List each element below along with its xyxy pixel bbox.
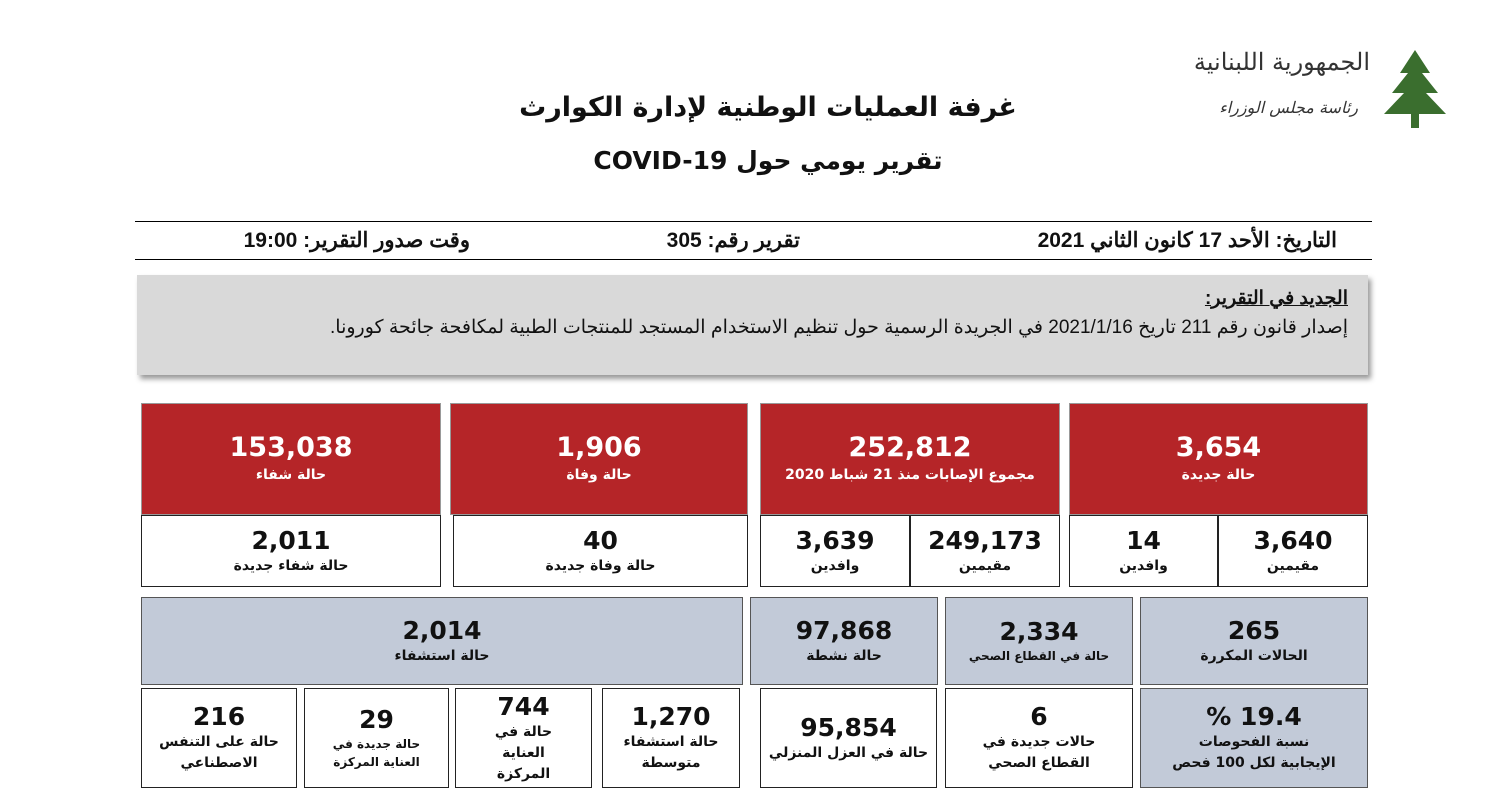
health-sector-card: 2,334 حالة في القطاع الصحي — [945, 597, 1133, 685]
government-logo: الجمهورية اللبنانية رئاسة مجلس الوزراء — [1190, 48, 1450, 138]
new-cases-card: 3,654 حالة جديدة — [1069, 403, 1368, 515]
repeated-cases-card: 265 الحالات المكررة — [1140, 597, 1368, 685]
report-subtitle: تقرير يومي حول COVID-19 — [593, 146, 943, 175]
deaths-label: حالة وفاة — [566, 466, 632, 483]
total-cases-value: 252,812 — [848, 432, 972, 464]
logo-line1: الجمهورية اللبنانية — [1193, 48, 1370, 76]
home-isolation-card: 95,854 حالة في العزل المنزلي — [760, 688, 937, 788]
ventilator-label: حالة على التنفس الاصطناعي — [159, 734, 279, 771]
divider — [135, 259, 1372, 260]
total-arrivals-card: 3,639 وافدين — [760, 515, 910, 587]
total-arrivals-value: 3,639 — [795, 525, 875, 555]
icu-card: 744 حالة في العناية المركزة — [455, 688, 592, 788]
new-arrivals-value: 14 — [1126, 525, 1161, 555]
new-icu-card: 29 حالة جديدة في العناية المركزة — [304, 688, 449, 788]
moderate-value: 1,270 — [631, 702, 711, 731]
new-arrivals-card: 14 وافدين — [1069, 515, 1218, 587]
health-sector-value: 2,334 — [999, 617, 1079, 646]
repeated-value: 265 — [1227, 615, 1281, 645]
logo-line2: رئاسة مجلس الوزراء — [1219, 98, 1358, 117]
positivity-value: 19.4 % — [1206, 702, 1302, 731]
new-recovered-value: 2,011 — [251, 525, 331, 555]
news-text: إصدار قانون رقم 211 تاريخ 2021/1/16 في ا… — [330, 317, 1348, 338]
ventilator-card: 216 حالة على التنفس الاصطناعي — [141, 688, 297, 788]
news-box: الجديد في التقرير: إصدار قانون رقم 211 ت… — [137, 275, 1368, 375]
divider — [135, 221, 1372, 222]
new-icu-value: 29 — [359, 705, 394, 734]
new-recovered-card: 2,011 حالة شفاء جديدة — [141, 515, 441, 587]
new-deaths-label: حالة وفاة جديدة — [545, 557, 656, 574]
new-cases-value: 3,654 — [1175, 432, 1262, 464]
new-residents-value: 3,640 — [1253, 525, 1333, 555]
home-isolation-value: 95,854 — [800, 712, 897, 742]
report-time: وقت صدور التقرير: 19:00 — [243, 229, 470, 252]
new-residents-card: 3,640 مقيمين — [1218, 515, 1368, 587]
new-residents-label: مقيمين — [1266, 557, 1320, 574]
positivity-card: 19.4 % نسبة الفحوصات الإيجابية لكل 100 ف… — [1140, 688, 1368, 788]
health-sector-label: حالة في القطاع الصحي — [968, 649, 1110, 663]
active-label: حالة نشطة — [806, 647, 882, 664]
positivity-label: نسبة الفحوصات الإيجابية لكل 100 فحص — [1172, 734, 1336, 771]
new-deaths-value: 40 — [583, 525, 618, 555]
new-cases-label: حالة جديدة — [1181, 466, 1256, 483]
hospitalized-label: حالة استشفاء — [394, 647, 490, 664]
home-isolation-label: حالة في العزل المنزلي — [768, 744, 929, 761]
new-health-sector-label: حالات جديدة في القطاع الصحي — [982, 734, 1096, 771]
new-health-sector-value: 6 — [1030, 702, 1048, 731]
total-cases-label: مجموع الإصابات منذ 21 شباط 2020 — [785, 466, 1035, 483]
recovered-card: 153,038 حالة شفاء — [141, 403, 441, 515]
moderate-card: 1,270 حالة استشفاء متوسطة — [602, 688, 740, 788]
cedar-tree-icon — [1384, 50, 1446, 128]
hospitalized-value: 2,014 — [402, 615, 482, 645]
deaths-card: 1,906 حالة وفاة — [450, 403, 748, 515]
total-residents-label: مقيمين — [958, 557, 1012, 574]
total-residents-card: 249,173 مقيمين — [910, 515, 1060, 587]
new-icu-label: حالة جديدة في العناية المركزة — [332, 737, 421, 769]
news-heading: الجديد في التقرير: — [1204, 288, 1348, 309]
deaths-value: 1,906 — [556, 432, 642, 464]
report-number: تقرير رقم: 305 — [666, 229, 800, 252]
active-cases-card: 97,868 حالة نشطة — [750, 597, 938, 685]
new-deaths-card: 40 حالة وفاة جديدة — [453, 515, 748, 587]
ventilator-value: 216 — [192, 702, 246, 731]
new-health-sector-card: 6 حالات جديدة في القطاع الصحي — [945, 688, 1133, 788]
report-date: التاريخ: الأحد 17 كانون الثاني 2021 — [1037, 229, 1337, 252]
recovered-value: 153,038 — [229, 432, 353, 464]
new-recovered-label: حالة شفاء جديدة — [233, 557, 349, 574]
icu-value: 744 — [497, 691, 550, 721]
total-cases-card: 252,812 مجموع الإصابات منذ 21 شباط 2020 — [760, 403, 1060, 515]
repeated-label: الحالات المكررة — [1200, 647, 1308, 664]
active-value: 97,868 — [795, 615, 893, 645]
total-residents-value: 249,173 — [928, 525, 1042, 555]
hospitalized-card: 2,014 حالة استشفاء — [141, 597, 743, 685]
recovered-label: حالة شفاء — [255, 466, 327, 483]
total-arrivals-label: وافدين — [810, 557, 860, 574]
moderate-label: حالة استشفاء متوسطة — [623, 734, 719, 771]
report-title: غرفة العمليات الوطنية لإدارة الكوارث — [519, 92, 1017, 123]
icu-label: حالة في العناية المركزة — [494, 723, 553, 782]
new-arrivals-label: وافدين — [1119, 557, 1168, 574]
